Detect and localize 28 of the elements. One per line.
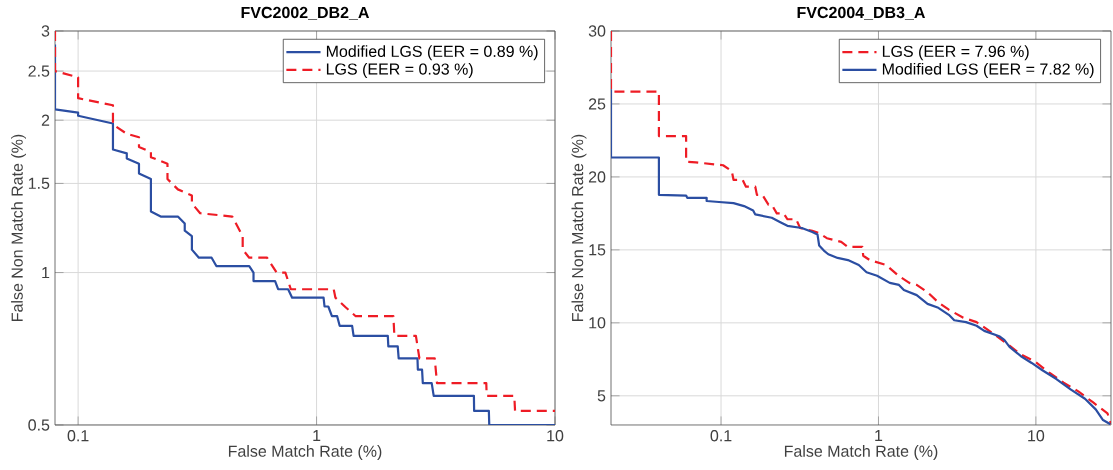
y-axis-title: False Non Match Rate (%) — [571, 134, 587, 321]
y-tick-label: 1.5 — [28, 177, 50, 189]
y-tick-label: 15 — [589, 244, 606, 256]
y-tick-label: 3 — [41, 25, 50, 37]
legend-label: LGS (EER = 7.96 %) — [882, 45, 1029, 61]
x-tick-label: 1 — [313, 430, 321, 442]
y-tick-label: 0.5 — [28, 419, 50, 431]
y-tick-label: 2 — [41, 114, 50, 126]
y-axis-title: False Non Match Rate (%) — [11, 134, 26, 321]
chart-title: FVC2002_DB2_A — [241, 6, 370, 20]
x-tick-label: 1 — [875, 430, 883, 442]
x-tick-label: 0.1 — [67, 430, 89, 442]
legend-label: Modified LGS (EER = 0.89 %) — [326, 45, 538, 61]
y-tick-label: 30 — [588, 25, 606, 37]
y-tick-label: 5 — [597, 390, 606, 402]
y-tick-label: 1 — [42, 267, 50, 279]
y-tick-label: 10 — [589, 317, 606, 329]
y-tick-label: 25 — [588, 98, 606, 110]
x-tick-label: 10 — [1028, 430, 1045, 442]
x-tick-label: 10 — [547, 430, 564, 442]
x-tick-label: 0.1 — [710, 430, 732, 442]
legend-label: Modified LGS (EER = 7.82 %) — [882, 62, 1094, 78]
x-axis-title: False Match Rate (%) — [784, 445, 938, 461]
x-axis-title: False Match Rate (%) — [228, 445, 382, 461]
y-tick-label: 20 — [588, 171, 606, 183]
y-tick-label: 2.5 — [28, 65, 50, 77]
chart-title: FVC2004_DB3_A — [797, 6, 926, 20]
legend-label: LGS (EER = 0.93 %) — [326, 62, 473, 78]
